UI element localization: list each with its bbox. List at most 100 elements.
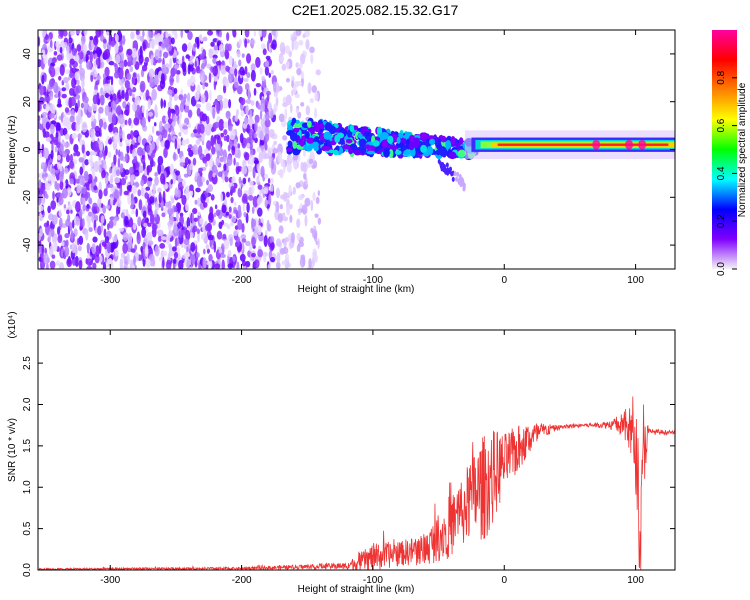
- noise-blob: [253, 132, 257, 139]
- noise-blob: [113, 62, 117, 67]
- noise-blob: [181, 156, 186, 163]
- noise-blob: [203, 248, 206, 255]
- noise-blob: [177, 59, 183, 65]
- noise-blob: [125, 104, 130, 117]
- page-title: C2E1.2025.082.15.32.G17: [291, 2, 459, 18]
- noise-blob: [199, 217, 204, 225]
- noise-blob: [246, 124, 250, 134]
- noise-blob: [124, 119, 128, 126]
- noise-blob: [45, 104, 51, 112]
- noise-blob: [233, 157, 236, 166]
- noise-blob: [113, 217, 117, 227]
- noise-blob: [92, 262, 97, 269]
- snr-xtick-label: 0: [501, 575, 507, 586]
- noise-blob: [164, 206, 169, 214]
- snr-multiplier: (x10⁴): [7, 311, 18, 338]
- signal-hotspot: [625, 139, 634, 150]
- transition-blob: [420, 144, 428, 153]
- colorbar-tick-label: 0.2: [716, 214, 727, 228]
- noise-blob: [223, 156, 227, 164]
- noise-blob: [176, 221, 182, 229]
- noise-blob: [206, 248, 210, 254]
- noise-blob: [219, 43, 224, 52]
- noise-blob: [185, 54, 190, 59]
- noise-blob: [39, 85, 45, 96]
- noise-blob: [304, 214, 308, 227]
- noise-blob: [264, 133, 270, 142]
- noise-blob: [192, 157, 197, 166]
- noise-blob: [229, 66, 236, 75]
- noise-blob: [259, 130, 264, 141]
- noise-blob: [258, 30, 263, 38]
- noise-blob: [281, 47, 286, 56]
- noise-blob: [270, 256, 276, 263]
- transition-blob: [342, 144, 349, 150]
- noise-blob: [217, 171, 223, 178]
- noise-blob: [237, 187, 243, 198]
- noise-blob: [223, 121, 229, 129]
- noise-blob: [216, 230, 223, 240]
- noise-blob: [55, 260, 60, 266]
- noise-blob: [172, 172, 176, 185]
- noise-blob: [193, 43, 198, 48]
- noise-blob: [145, 258, 151, 269]
- noise-blob: [149, 82, 156, 88]
- transition-blob: [287, 124, 293, 130]
- noise-blob: [216, 102, 221, 115]
- noise-blob: [226, 32, 230, 42]
- noise-blob: [200, 93, 206, 104]
- noise-blob: [87, 218, 91, 229]
- noise-blob: [134, 244, 138, 251]
- noise-blob: [282, 96, 287, 105]
- noise-blob: [225, 211, 230, 216]
- noise-blob: [83, 56, 86, 62]
- noise-blob: [183, 238, 190, 246]
- noise-blob: [92, 169, 96, 180]
- noise-blob: [253, 159, 260, 165]
- noise-blob: [153, 122, 157, 127]
- noise-blob: [215, 209, 221, 217]
- noise-blob: [273, 140, 277, 146]
- noise-blob: [126, 73, 132, 81]
- noise-blob: [114, 177, 121, 184]
- noise-blob: [143, 222, 148, 228]
- noise-blob: [108, 60, 115, 66]
- noise-blob: [242, 193, 248, 203]
- noise-blob: [128, 238, 133, 249]
- noise-blob: [60, 112, 64, 123]
- noise-blob: [105, 75, 112, 80]
- noise-blob: [242, 137, 248, 144]
- noise-blob: [98, 118, 104, 128]
- noise-blob: [91, 213, 94, 223]
- tail-blob: [462, 185, 466, 191]
- noise-blob: [247, 195, 254, 201]
- noise-blob: [230, 196, 234, 204]
- noise-blob: [295, 62, 299, 68]
- noise-blob: [236, 166, 243, 172]
- noise-blob: [73, 143, 79, 153]
- noise-blob: [75, 201, 81, 213]
- transition-blob: [293, 126, 300, 133]
- noise-blob: [86, 50, 91, 56]
- noise-blob: [286, 61, 290, 70]
- tail-blob: [453, 171, 457, 177]
- noise-blob: [130, 31, 135, 40]
- transition-blob: [332, 149, 339, 156]
- noise-blob: [173, 251, 179, 259]
- noise-blob: [41, 111, 48, 117]
- noise-blob: [272, 147, 278, 154]
- noise-blob: [255, 56, 261, 68]
- noise-blob: [190, 242, 196, 252]
- noise-blob: [213, 76, 219, 82]
- noise-blob: [251, 236, 256, 247]
- noise-blob: [61, 87, 67, 92]
- noise-blob: [241, 53, 245, 58]
- snr-plot-area: [38, 396, 675, 570]
- noise-blob: [69, 30, 75, 36]
- noise-blob: [126, 133, 132, 140]
- noise-blob: [189, 184, 194, 192]
- noise-blob: [174, 237, 178, 249]
- noise-blob: [49, 103, 56, 116]
- transition-blob: [420, 132, 429, 141]
- noise-blob: [113, 154, 117, 165]
